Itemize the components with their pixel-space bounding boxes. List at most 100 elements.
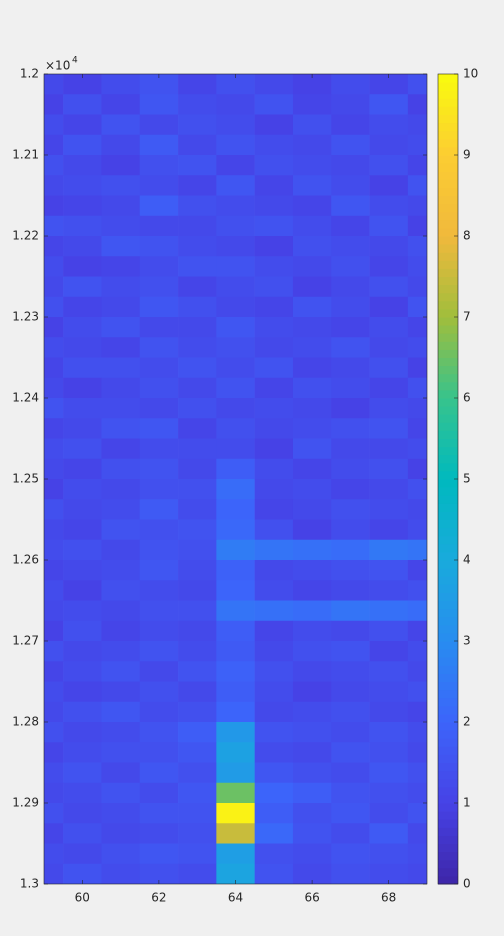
heatmap-cell <box>331 114 370 136</box>
colorbar-swatch <box>438 260 458 269</box>
colorbar-swatch <box>438 535 458 545</box>
colorbar-swatch <box>438 624 458 634</box>
colorbar-swatch <box>438 560 458 569</box>
heatmap-cell <box>407 296 427 318</box>
heatmap-cell <box>178 215 217 237</box>
heatmap-cell <box>63 276 102 298</box>
heatmap-cell <box>407 276 427 298</box>
heatmap-cell <box>139 74 179 95</box>
heatmap-cell <box>139 479 179 500</box>
heatmap-cell <box>178 782 217 804</box>
heatmap-cell <box>254 803 294 824</box>
heatmap-cell <box>331 276 370 298</box>
heatmap-cell <box>292 722 332 743</box>
colorbar-swatch <box>438 138 458 148</box>
heatmap-cell <box>254 560 294 581</box>
heatmap-cell <box>178 762 217 784</box>
heatmap-cell <box>101 479 141 500</box>
heatmap-cell <box>44 539 64 561</box>
heatmap-cell <box>101 499 141 520</box>
heatmap-cell <box>178 803 217 824</box>
colorbar-swatch <box>438 527 458 537</box>
heatmap-cell <box>63 499 102 520</box>
colorbar-swatch <box>438 778 458 788</box>
heatmap-cell <box>44 519 64 541</box>
heatmap-cell <box>63 337 102 358</box>
colorbar-swatch <box>438 349 458 358</box>
heatmap-cell <box>292 215 332 237</box>
heatmap-cell <box>331 782 370 804</box>
heatmap-cell <box>101 742 141 763</box>
heatmap-cell <box>369 600 409 622</box>
heatmap-cell <box>407 418 427 439</box>
heatmap-cell <box>254 337 294 358</box>
heatmap-cell <box>44 620 64 642</box>
heatmap-cell <box>63 641 102 662</box>
heatmap-cell <box>178 296 217 318</box>
heatmap-cell <box>216 155 255 176</box>
heatmap-cell <box>254 357 294 379</box>
heatmap-cell <box>407 236 427 257</box>
colorbar-swatch <box>438 171 458 180</box>
heatmap-cell <box>101 256 141 277</box>
heatmap-cell <box>216 539 255 561</box>
heatmap-cell <box>216 742 255 763</box>
heatmap-cell <box>407 803 427 824</box>
heatmap-cell <box>331 519 370 541</box>
heatmap-cell <box>407 560 427 581</box>
colorbar-swatch <box>438 657 458 666</box>
heatmap-cell <box>407 215 427 237</box>
heatmap-cell <box>254 175 294 196</box>
colorbar-swatch <box>438 406 458 415</box>
colorbar-tick-label: 10 <box>463 67 478 81</box>
heatmap-cell <box>139 722 179 743</box>
heatmap-cell <box>63 418 102 439</box>
heatmap-cell <box>216 337 255 358</box>
colorbar-swatch <box>438 600 458 610</box>
heatmap-cell <box>139 195 179 217</box>
heatmap-cell <box>101 215 141 237</box>
heatmap-cell <box>101 74 141 95</box>
colorbar-swatch <box>438 641 458 650</box>
heatmap-cell <box>369 499 409 520</box>
heatmap-cell <box>216 661 255 682</box>
heatmap-cell <box>331 215 370 237</box>
colorbar-swatch <box>438 300 458 310</box>
heatmap-cell <box>292 620 332 642</box>
heatmap-cell <box>44 296 64 318</box>
heatmap-cell <box>44 661 64 682</box>
x-tick-label: 66 <box>304 891 319 905</box>
colorbar-tick-label: 4 <box>463 553 471 567</box>
heatmap-cell <box>63 94 102 115</box>
heatmap-cell <box>292 499 332 520</box>
heatmap-cell <box>369 823 409 844</box>
heatmap-cell <box>369 843 409 865</box>
colorbar-swatch <box>438 511 458 520</box>
colorbar-swatch <box>438 859 458 869</box>
heatmap-cell <box>44 782 64 804</box>
heatmap-cell <box>63 357 102 379</box>
heatmap-cell <box>139 94 179 115</box>
colorbar-swatch <box>438 819 458 828</box>
colorbar-swatch <box>438 681 458 691</box>
colorbar-swatch <box>438 155 458 164</box>
colorbar-swatch <box>438 875 458 885</box>
colorbar-swatch <box>438 835 458 844</box>
heatmap-cell <box>178 580 217 601</box>
heatmap-cell <box>139 539 179 561</box>
heatmap-cell <box>216 843 255 865</box>
colorbar-swatch <box>438 665 458 674</box>
heatmap-cell <box>254 782 294 804</box>
heatmap-cell <box>216 256 255 277</box>
heatmap-cell <box>101 560 141 581</box>
y-tick-label: 1.29 <box>12 796 39 810</box>
heatmap-cell <box>101 843 141 865</box>
colorbar-swatch <box>438 786 458 796</box>
heatmap-cell <box>63 661 102 682</box>
heatmap-cell <box>254 539 294 561</box>
heatmap-cell <box>254 134 294 156</box>
heatmap-cell <box>407 114 427 136</box>
heatmap-cell <box>63 74 102 95</box>
heatmap-cell <box>331 134 370 156</box>
